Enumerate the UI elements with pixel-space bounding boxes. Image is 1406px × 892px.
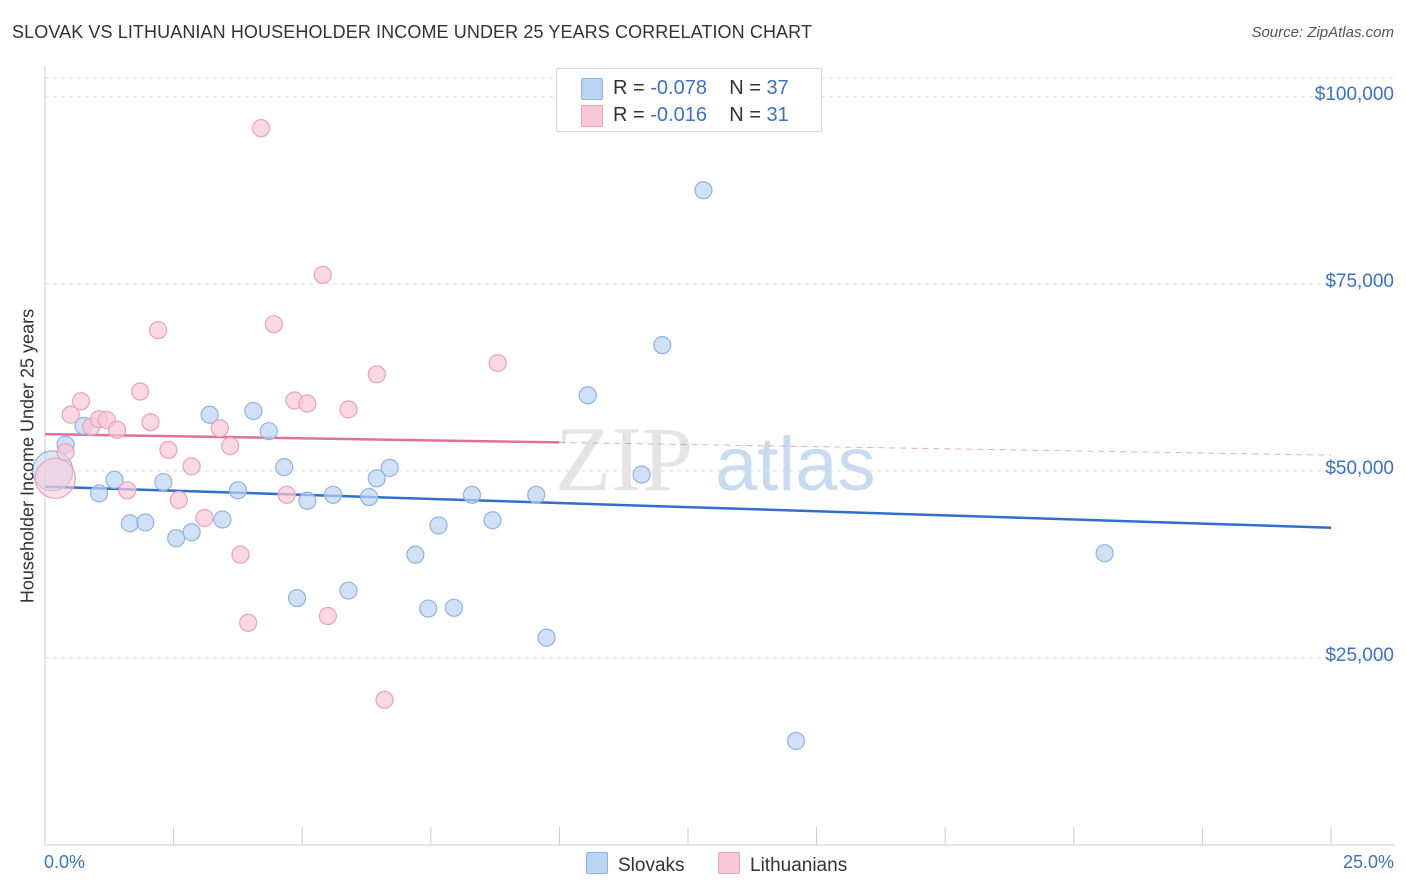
point-lithuanians (251, 119, 271, 138)
point-slovaks (367, 469, 386, 488)
slovaks-r-label: R = (613, 77, 651, 99)
point-slovaks (200, 405, 219, 424)
trend-line-lithuanians (44, 432, 560, 444)
point-lithuanians (107, 420, 127, 439)
y-tick-label: $100,000 (1314, 83, 1394, 105)
watermark-zip: ZIP (555, 408, 693, 510)
point-slovaks (228, 481, 247, 500)
point-lithuanians (159, 440, 178, 460)
chart-title: SLOVAK VS LITHUANIAN HOUSEHOLDER INCOME … (12, 22, 813, 42)
point-lithuanians (339, 400, 358, 419)
y-tick-label: $75,000 (1325, 270, 1394, 292)
slovaks-n-label: N = (729, 77, 767, 99)
point-lithuanians (277, 485, 296, 504)
point-slovaks (380, 458, 399, 477)
y-tick-label: $50,000 (1325, 457, 1394, 479)
point-slovaks (462, 485, 482, 504)
bottom-lithuanians-swatch (718, 852, 740, 874)
point-slovaks (653, 336, 672, 355)
point-lithuanians (56, 443, 75, 462)
point-slovaks (483, 511, 502, 530)
point-slovaks (578, 386, 597, 405)
y-tick-label: $25,000 (1325, 644, 1394, 666)
point-slovaks (167, 529, 186, 548)
point-lithuanians (231, 545, 250, 564)
point-lithuanians (169, 490, 188, 510)
gridlines (45, 77, 1394, 659)
point-lithuanians (239, 613, 258, 632)
point-slovaks (406, 545, 425, 564)
point-slovaks (275, 458, 294, 477)
point-lithuanians (182, 457, 201, 476)
trend-lines (44, 432, 1332, 529)
slovaks-r-value: -0.078 (650, 77, 707, 99)
point-slovaks (213, 510, 232, 529)
point-lithuanians (61, 405, 80, 424)
point-slovaks (182, 523, 201, 542)
lithuanians-n-label: N = (729, 104, 767, 126)
bottom-legend-slovaks: Slovaks (586, 852, 685, 877)
point-lithuanians (210, 419, 229, 438)
correlation-legend: R = -0.078 N = 37 R = -0.016 N = 31 (556, 68, 822, 132)
point-slovaks (298, 491, 317, 510)
point-slovaks (786, 731, 806, 751)
point-slovaks (244, 401, 263, 421)
point-lithuanians (318, 606, 338, 626)
point-slovaks (154, 472, 173, 492)
point-slovaks (359, 487, 379, 507)
source-note: Source: ZipAtlas.com (1251, 24, 1394, 41)
point-lithuanians (221, 437, 240, 456)
point-slovaks (694, 181, 713, 200)
lithuanians-r-value: -0.016 (650, 104, 707, 126)
slovaks-n-value: 37 (766, 77, 789, 99)
lithuanians-r-label: R = (613, 104, 651, 126)
x-tick-label-max: 25.0% (1342, 852, 1394, 872)
zipatlas-watermark: ZIP atlas (555, 408, 876, 510)
point-lithuanians (141, 413, 160, 432)
watermark-atlas: atlas (715, 422, 876, 507)
data-points (32, 119, 1114, 751)
point-lithuanians (298, 394, 317, 413)
point-lithuanians (367, 365, 386, 384)
slovaks-swatch (581, 78, 603, 100)
y-axis-label: Householder Income Under 25 years (17, 308, 38, 604)
trend-line-lithuanians (559, 441, 1332, 456)
point-lithuanians (149, 321, 168, 340)
point-slovaks (419, 599, 438, 618)
point-slovaks (1095, 544, 1114, 563)
point-slovaks (444, 598, 464, 617)
point-lithuanians (488, 353, 507, 373)
point-slovaks (120, 514, 139, 533)
bottom-slovaks-label: Slovaks (618, 855, 685, 876)
point-slovaks (537, 628, 556, 647)
point-slovaks (105, 470, 124, 489)
point-lithuanians (195, 508, 214, 528)
point-lithuanians (313, 265, 332, 284)
point-slovaks (259, 422, 278, 441)
axes (44, 66, 1394, 846)
lithuanians-swatch (581, 105, 603, 127)
point-slovaks (339, 581, 358, 600)
point-slovaks (527, 485, 546, 504)
point-slovaks (287, 588, 307, 608)
point-lithuanians (264, 315, 284, 334)
x-tick-label-min: 0.0% (44, 852, 86, 872)
point-slovaks (429, 516, 448, 535)
point-lithuanians (375, 690, 394, 709)
point-slovaks (136, 513, 155, 532)
point-lithuanians (131, 382, 150, 401)
bottom-lithuanians-label: Lithuanians (750, 855, 848, 876)
point-slovaks (89, 484, 109, 503)
point-lithuanians (118, 481, 137, 500)
lithuanians-n-value: 31 (766, 104, 789, 126)
point-slovaks (632, 465, 651, 484)
bottom-slovaks-swatch (586, 852, 608, 874)
point-slovaks (323, 485, 343, 504)
point-lithuanians (34, 457, 76, 499)
point-lithuanians (71, 392, 91, 411)
trend-line-slovaks (44, 485, 1332, 529)
bottom-legend-lithuanians: Lithuanians (718, 852, 847, 877)
